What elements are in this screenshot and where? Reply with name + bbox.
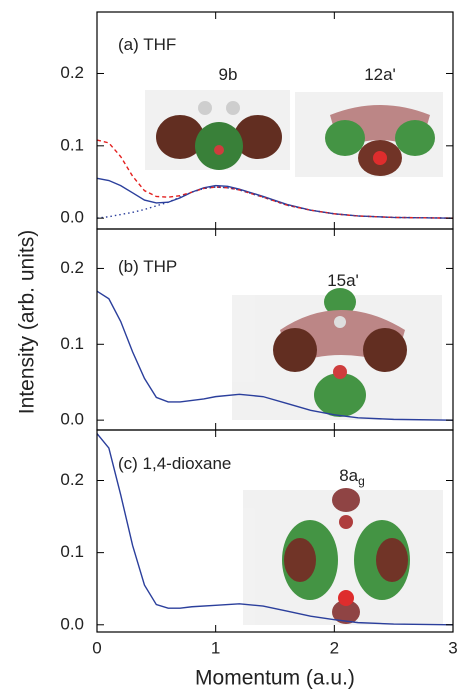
annotation: 8ag [339,466,365,488]
annotation-text: (a) THF [118,35,176,54]
lobe [284,538,316,582]
y-tick-label: 0.2 [60,258,84,277]
orbital-illustrations [145,90,443,625]
y-tick-label: 0.1 [60,542,84,561]
y-tick-label: 0.1 [60,135,84,154]
atom [214,145,224,155]
lobe [325,120,365,156]
atom [198,101,212,115]
atom [338,590,354,606]
lobe [332,488,360,512]
annotation: (c) 1,4-dioxane [118,454,231,473]
lobe [273,328,317,372]
y-tick-label: 0.1 [60,334,84,353]
y-tick-label: 0.0 [60,208,84,227]
annotation-text: 9b [219,65,238,84]
atom [333,365,347,379]
x-tick-label: 0 [92,638,101,657]
curve [96,177,454,219]
atom [339,515,353,529]
annotation: 15a' [327,271,359,290]
x-tick-label: 3 [448,638,457,657]
curve [96,433,454,626]
x-axis-label: Momentum (a.u.) [195,667,355,690]
annotation-text: 15a' [327,271,359,290]
annotation: 9b [219,65,238,84]
y-tick-label: 0.2 [60,63,84,82]
atom [226,101,240,115]
atom [334,316,346,328]
lobe [363,328,407,372]
y-tick-label: 0.0 [60,614,84,633]
curve [96,290,454,421]
lobe [314,373,366,417]
annotation: 12a' [364,65,396,84]
annotation-subscript: g [358,474,365,488]
lobe [395,120,435,156]
lobe [234,115,282,159]
plot-frame [96,429,454,633]
y-tick-label: 0.2 [60,470,84,489]
lobe [332,600,360,624]
annotation-text: 12a' [364,65,396,84]
annotation: (a) THF [118,35,176,54]
curve [96,139,454,219]
x-tick-label: 2 [330,638,339,657]
x-tick-label: 1 [211,638,220,657]
lobe [324,288,356,316]
lobe [156,115,204,159]
y-tick-label: 0.0 [60,410,84,429]
curve [96,186,454,219]
annotation: (b) THP [118,257,177,276]
annotation-text: 8a [339,466,358,485]
annotation-text: (b) THP [118,257,177,276]
y-axis-label: Intensity (arb. units) [16,230,39,414]
annotation-text: (c) 1,4-dioxane [118,454,231,473]
atom [373,151,387,165]
lobe [376,538,408,582]
